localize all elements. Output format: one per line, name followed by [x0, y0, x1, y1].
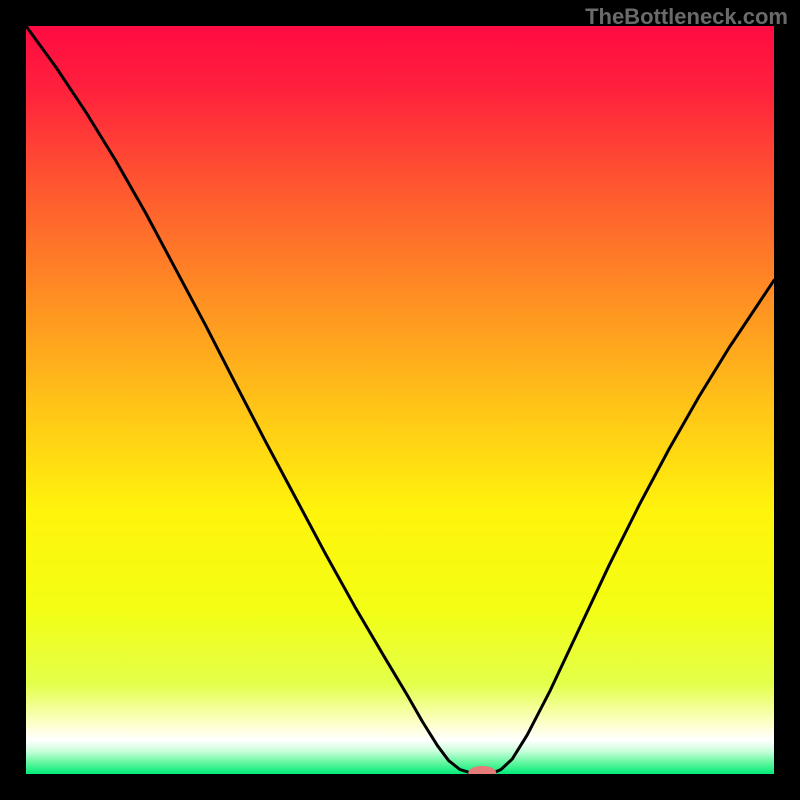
- bottleneck-chart: [0, 0, 800, 800]
- chart-frame: TheBottleneck.com: [0, 0, 800, 800]
- plot-background: [26, 26, 774, 774]
